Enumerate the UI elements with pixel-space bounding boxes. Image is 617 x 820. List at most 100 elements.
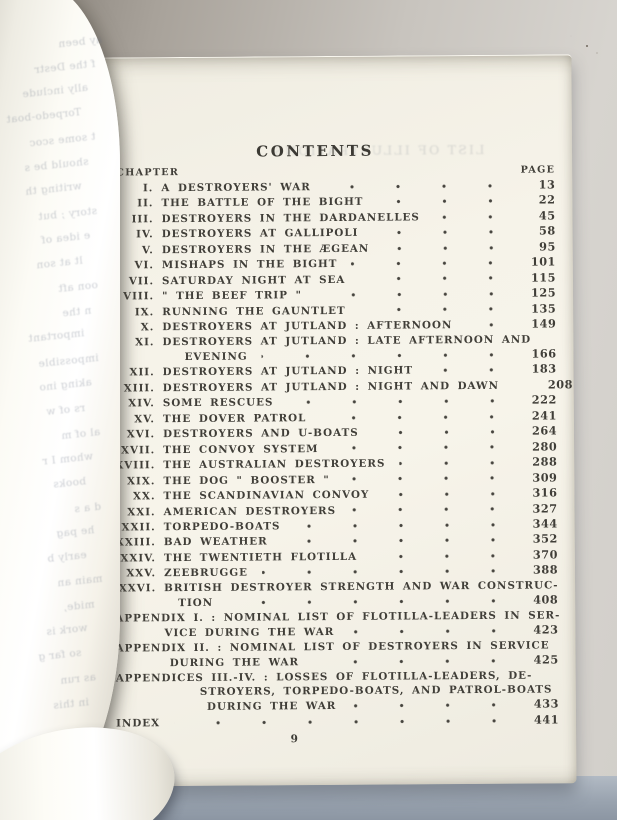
curled-left-page: ay been f the Destr ally include Torpedo-bo… <box>0 0 187 820</box>
chapter-title: AMERICAN DESTROYERS <box>163 504 337 518</box>
dot-leader <box>227 598 521 605</box>
chapter-title: STROYERS, TORPEDO-BOATS, AND PATROL-BOAT… <box>199 683 553 698</box>
chapter-title: BRITISH DESTROYER STRENGTH AND WAR CONST… <box>164 579 559 594</box>
dot-leader <box>383 245 518 251</box>
bleedthrough-fragment: al of m <box>60 425 101 443</box>
chapter-title: APPENDIX II. : NOMINAL LIST OF DESTROYER… <box>115 639 550 655</box>
bleedthrough-fragment: e idea of <box>40 229 91 247</box>
dot-leader <box>466 322 519 327</box>
page-number: 408 <box>533 592 559 607</box>
chapter-title: TION <box>178 597 214 610</box>
page-number: 316 <box>532 485 558 500</box>
page-number: 166 <box>531 346 557 361</box>
bleedthrough-fragment: impossible <box>37 351 100 370</box>
dot-leader <box>281 537 520 544</box>
bleedthrough-fragment: books <box>52 475 87 491</box>
bleedthrough-fragment: whom I r <box>41 449 94 468</box>
dot-leader <box>261 352 519 359</box>
dot-leader <box>359 276 519 282</box>
page-number: 425 <box>533 652 559 667</box>
page-number: 288 <box>532 454 558 469</box>
dot-leader <box>348 628 521 634</box>
toc-line: INDEX 441 <box>108 712 559 731</box>
chapter-title: DESTROYERS AT JUTLAND : NIGHT <box>162 364 414 379</box>
chapter-title: TORPEDO-BOATS <box>163 520 281 534</box>
page-number: 22 <box>538 192 556 207</box>
toc-entry: APPENDIX II. : NOMINAL LIST OF DESTROYER… <box>108 638 559 671</box>
bleedthrough-fragment: n the <box>61 304 92 319</box>
bleedthrough-fragment: work is <box>45 621 89 639</box>
chapter-title: MISHAPS IN THE BIGHT <box>161 258 338 272</box>
page-number: 45 <box>538 208 556 223</box>
dot-leader <box>294 522 520 528</box>
toc-content: CHAPTER PAGE I. A DESTROYERS' WAR 13 II. THE… <box>104 163 573 731</box>
page-number: 327 <box>532 500 558 516</box>
dot-leader <box>359 307 519 313</box>
dot-leader <box>426 367 519 373</box>
page-number: 208 <box>547 377 574 392</box>
dot-leader <box>332 445 520 451</box>
toc-entry: APPENDICES III.-IV. : LOSSES OF FLOTILLA… <box>108 668 559 716</box>
toc-entry: XI. DESTROYERS AT JUTLAND : LATE AFTERNOO… <box>105 332 557 365</box>
bleedthrough-fragment: rs of w <box>45 401 86 418</box>
dot-leader <box>351 260 518 266</box>
chapter-title: ZEEBRUGGE <box>164 566 248 580</box>
chapter-title: A DESTROYERS' WAR <box>161 181 311 195</box>
bleedthrough-fragment: as run <box>59 671 97 687</box>
chapter-title: SATURDAY NIGHT AT SEA <box>161 273 346 287</box>
page-number: 101 <box>530 254 556 269</box>
page-number: 125 <box>530 285 557 300</box>
dot-leader <box>350 506 520 513</box>
chapter-title: RUNNING THE GAUNTLET <box>162 304 346 318</box>
folio-number: 9 <box>290 733 298 746</box>
page-number: 441 <box>533 712 560 727</box>
chapter-title: THE BATTLE OF THE BIGHT <box>161 196 364 210</box>
bleedthrough-fragment: lt at son <box>35 254 84 271</box>
contents-page: LIST OF ILLUSTRATIONS CONTENTS CHAPTER P… <box>85 54 577 787</box>
dot-leader <box>383 491 520 497</box>
chapter-title: INDEX <box>116 717 161 730</box>
dot-leader <box>287 398 519 405</box>
bleedthrough-fragment: f the Destr <box>33 57 96 76</box>
chapter-title: VICE DURING THE WAR <box>164 626 335 640</box>
page-number: 264 <box>531 423 558 438</box>
page-number: 95 <box>539 239 556 254</box>
page-number: 370 <box>532 547 558 562</box>
toc-line: XIII. DESTROYERS AT JUTLAND : NIGHT AND D… <box>106 377 573 396</box>
bleedthrough-fragment: mide, <box>62 597 96 614</box>
bleedthrough-fragment: main an <box>55 572 103 590</box>
bleedthrough-fragment: writing th <box>24 180 83 198</box>
page-number: 352 <box>532 531 558 547</box>
page-number: 423 <box>533 622 559 637</box>
bleedthrough-fragment: aking ino <box>38 376 93 394</box>
chapter-title: THE DOG " BOOSTER " <box>163 473 330 487</box>
chapter-title: SOME RESCUES <box>162 396 274 410</box>
dot-leader <box>324 183 518 189</box>
chapter-title: THE AUSTRALIAN DESTROYERS <box>163 457 386 472</box>
toc-entry: APPENDIX I. : NOMINAL LIST OF FLOTILLA-L… <box>107 608 560 641</box>
bleedthrough-fragment: ally include <box>21 81 89 101</box>
chapter-title: " THE BEEF TRIP " <box>162 289 302 303</box>
bleedthrough-fragment: d a s <box>73 500 102 515</box>
bleedthrough-fragment: important <box>27 327 85 345</box>
chapter-title: EVENING <box>184 350 248 364</box>
page-number: 149 <box>531 316 557 331</box>
toc-entry: XIII. DESTROYERS AT JUTLAND : NIGHT AND D… <box>106 377 573 396</box>
bleedthrough-fragment: ay been <box>57 33 103 51</box>
page-number: 183 <box>531 361 557 377</box>
left-page-text: ay been f the Destr ally include Torpedo-bo… <box>0 30 114 750</box>
chapter-title: DESTROYERS AND U-BOATS <box>163 427 359 441</box>
page-number: 135 <box>531 301 557 316</box>
dust-specks <box>586 45 588 47</box>
chapter-title: DESTROYERS AT GALLIPOLI <box>161 227 359 241</box>
page-number: 58 <box>538 223 556 238</box>
chapter-title: THE TWENTIETH FLOTILLA <box>163 550 358 565</box>
toc-entry: INDEX 441 <box>108 712 559 731</box>
chapter-title: DESTROYERS AT JUTLAND : LATE AFTERNOON A… <box>162 333 532 348</box>
dot-leader <box>377 198 518 204</box>
chapter-column-header: CHAPTER <box>116 167 180 179</box>
dot-leader <box>343 476 520 482</box>
toc-list: I. A DESTROYERS' WAR 13 II. THE BATTLE OF TH… <box>104 177 573 731</box>
dot-leader <box>371 553 520 559</box>
